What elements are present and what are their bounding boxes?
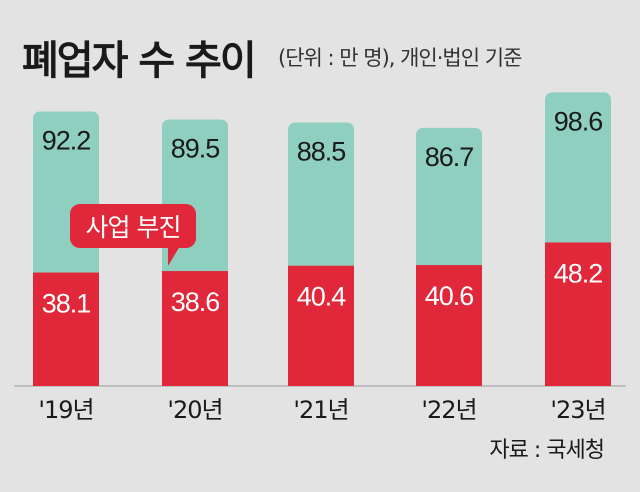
category-label-3: '22년 <box>421 396 476 424</box>
chart-title: 폐업자 수 추이 <box>22 38 257 84</box>
label-total-4: 98.6 <box>554 106 603 136</box>
label-total-0: 92.2 <box>42 125 91 155</box>
label-segment-2: 40.4 <box>297 282 347 312</box>
category-label-0: '19년 <box>38 396 93 424</box>
source-note: 자료 : 국세청 <box>489 438 605 463</box>
category-label-2: '21년 <box>293 396 348 424</box>
label-total-2: 88.5 <box>297 136 346 166</box>
callout-tail <box>168 246 180 266</box>
callout-business-slump: 사업 부진 <box>70 204 196 248</box>
category-label-1: '20년 <box>167 396 222 424</box>
label-segment-4: 48.2 <box>554 258 603 288</box>
label-segment-0: 38.1 <box>42 289 91 319</box>
bar-segment-3 <box>416 265 482 386</box>
bar-segment-1 <box>162 271 228 386</box>
label-segment-3: 40.6 <box>425 281 474 311</box>
label-segment-1: 38.6 <box>171 287 220 317</box>
bar-segment-2 <box>288 265 354 386</box>
category-label-4: '23년 <box>550 396 605 424</box>
bar-segment-4 <box>545 242 611 386</box>
bars-group: 92.2 38.1 '19년 89.5 38.6 '20년 88.5 40.4 '21년 86.7… <box>33 92 611 424</box>
label-total-1: 89.5 <box>171 133 220 163</box>
chart-subtitle: (단위 : 만 명), 개인·법인 기준 <box>278 46 522 70</box>
bar-segment-0 <box>33 272 99 386</box>
label-total-3: 86.7 <box>425 142 474 172</box>
